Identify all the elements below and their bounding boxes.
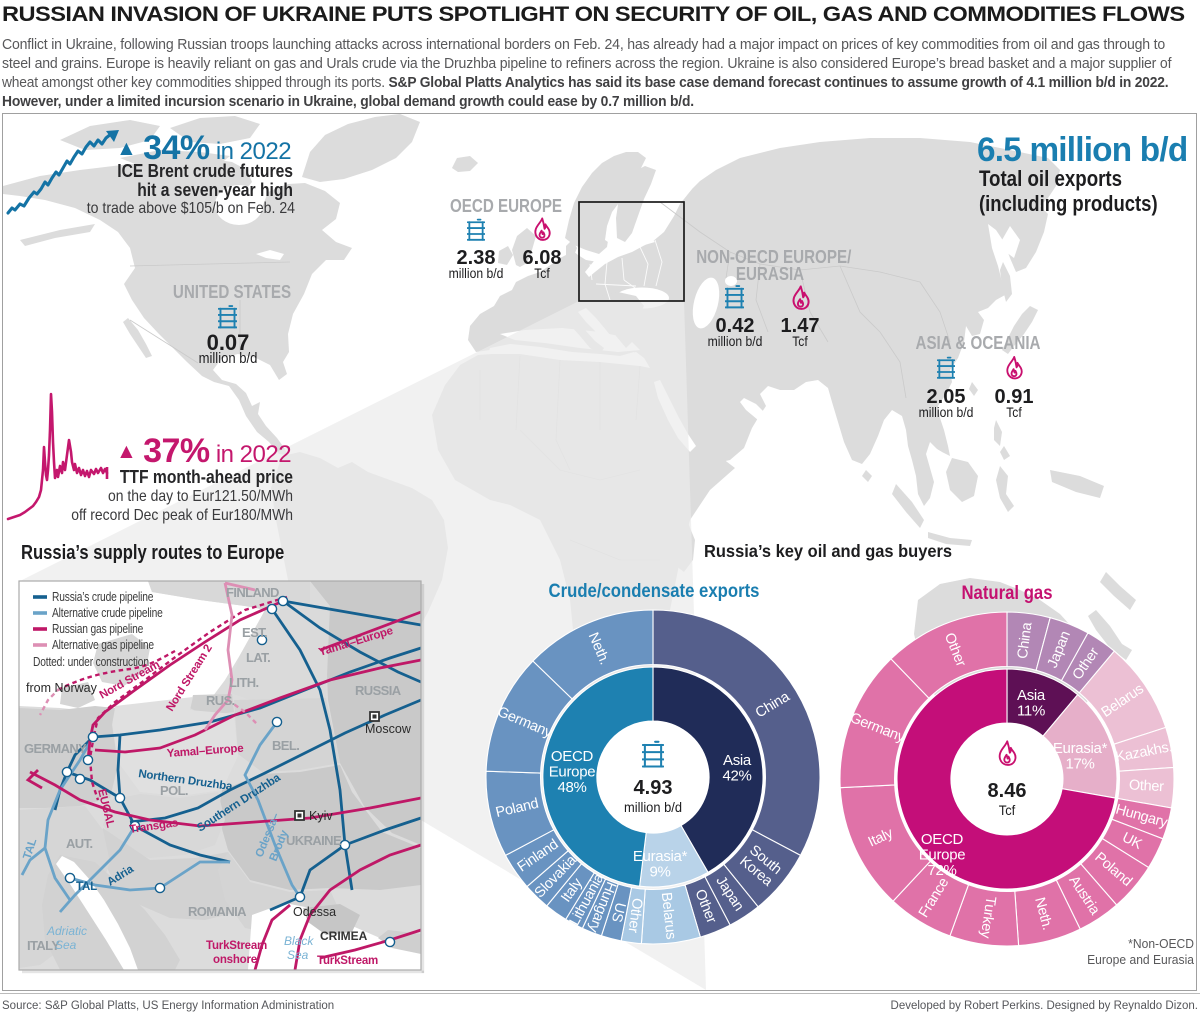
- svg-text:FINLAND: FINLAND: [226, 585, 279, 600]
- svg-text:Other: Other: [625, 897, 645, 934]
- svg-text:AUT.: AUT.: [66, 836, 93, 851]
- svg-text:China: China: [1015, 620, 1036, 659]
- svg-text:RUS.: RUS.: [206, 693, 235, 708]
- svg-text:ROMANIA: ROMANIA: [188, 904, 247, 919]
- svg-text:Sea: Sea: [55, 938, 77, 952]
- svg-text:TurkStream: TurkStream: [206, 940, 267, 952]
- svg-text:42%: 42%: [722, 768, 751, 785]
- svg-text:Dotted: under construction: Dotted: under construction: [33, 656, 149, 669]
- svg-text:Eurasia*: Eurasia*: [1053, 740, 1108, 757]
- svg-text:Black: Black: [284, 934, 314, 948]
- svg-text:Adriatic: Adriatic: [46, 924, 87, 938]
- svg-text:LAT.: LAT.: [246, 650, 270, 665]
- svg-text:EST.: EST.: [242, 625, 267, 640]
- svg-text:Belarus: Belarus: [658, 891, 679, 940]
- svg-text:onshore: onshore: [213, 954, 257, 966]
- svg-text:Asia: Asia: [723, 752, 752, 769]
- svg-text:Other: Other: [1129, 777, 1165, 795]
- svg-text:Alternative gas pipeline: Alternative gas pipeline: [52, 639, 154, 652]
- svg-text:Turkey: Turkey: [977, 895, 999, 940]
- svg-text:Europe: Europe: [919, 847, 966, 864]
- svg-text:Kyiv: Kyiv: [309, 809, 333, 823]
- svg-text:CRIMEA: CRIMEA: [320, 929, 368, 943]
- svg-text:TAL: TAL: [76, 881, 97, 893]
- svg-text:11%: 11%: [1017, 703, 1045, 720]
- svg-text:Alternative crude pipeline: Alternative crude pipeline: [52, 607, 163, 620]
- svg-text:POL.: POL.: [160, 783, 188, 798]
- svg-text:Asia: Asia: [1017, 687, 1046, 704]
- svg-text:BEL.: BEL.: [272, 738, 299, 753]
- svg-text:Moscow: Moscow: [365, 722, 412, 736]
- svg-text:UKRAINE: UKRAINE: [286, 833, 342, 848]
- svg-text:Europe: Europe: [549, 764, 596, 781]
- svg-text:Sea: Sea: [287, 948, 309, 962]
- svg-text:US: US: [608, 901, 628, 924]
- svg-text:Russia’s crude pipeline: Russia’s crude pipeline: [52, 591, 153, 604]
- svg-text:ITALY: ITALY: [27, 938, 60, 953]
- svg-text:48%: 48%: [557, 779, 586, 796]
- svg-text:OECD: OECD: [921, 831, 964, 848]
- svg-text:Eurasia*: Eurasia*: [633, 848, 688, 865]
- svg-text:Odessa: Odessa: [293, 905, 336, 919]
- svg-text:9%: 9%: [649, 864, 670, 881]
- svg-text:72%: 72%: [927, 862, 956, 879]
- svg-text:RUSSIA: RUSSIA: [355, 683, 402, 698]
- svg-text:Russian gas pipeline: Russian gas pipeline: [52, 623, 143, 636]
- svg-text:TurkStream: TurkStream: [317, 955, 378, 967]
- svg-text:from Norway: from Norway: [26, 681, 98, 695]
- svg-text:OECD: OECD: [551, 748, 594, 765]
- svg-text:17%: 17%: [1065, 756, 1094, 773]
- svg-text:GERMANY: GERMANY: [24, 741, 87, 756]
- svg-text:LITH.: LITH.: [229, 675, 259, 690]
- svg-text:Yamal–Europe: Yamal–Europe: [166, 743, 244, 760]
